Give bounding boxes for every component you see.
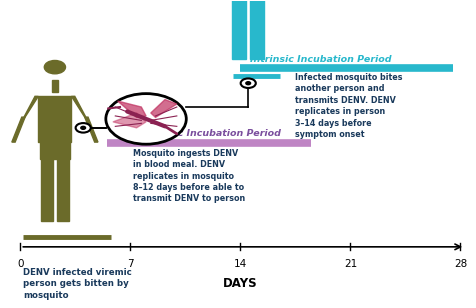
Circle shape	[44, 60, 66, 74]
Text: 7: 7	[127, 259, 134, 269]
Polygon shape	[232, 0, 247, 59]
Text: DENV infected viremic
person gets bitten by
mosquito: DENV infected viremic person gets bitten…	[23, 268, 132, 300]
Text: Intrinsic Incubation Period: Intrinsic Incubation Period	[250, 55, 391, 64]
Bar	[40, 142, 70, 159]
Circle shape	[241, 79, 256, 88]
Polygon shape	[85, 117, 98, 142]
Polygon shape	[22, 96, 39, 121]
Polygon shape	[12, 117, 25, 142]
Text: DAYS: DAYS	[223, 277, 258, 290]
Polygon shape	[151, 99, 177, 117]
Polygon shape	[57, 159, 69, 221]
Bar	[52, 80, 58, 92]
Circle shape	[106, 94, 186, 144]
Polygon shape	[71, 96, 88, 121]
Text: Extrinsic Incubation Period: Extrinsic Incubation Period	[137, 129, 281, 138]
Circle shape	[81, 126, 86, 129]
Polygon shape	[250, 0, 264, 59]
Text: 14: 14	[234, 259, 247, 269]
Text: 28: 28	[454, 259, 467, 269]
Polygon shape	[118, 101, 146, 117]
Polygon shape	[40, 159, 53, 221]
Text: 0: 0	[17, 259, 24, 269]
Circle shape	[76, 123, 91, 133]
Polygon shape	[113, 113, 146, 128]
Bar	[39, 96, 71, 142]
Circle shape	[246, 82, 250, 85]
Text: Mosquito ingests DENV
in blood meal. DENV
replicates in mosquito
8–12 days befor: Mosquito ingests DENV in blood meal. DEN…	[133, 149, 246, 204]
Text: 21: 21	[344, 259, 357, 269]
Text: Infected mosquito bites
another person and
transmits DENV. DENV
replicates in pe: Infected mosquito bites another person a…	[296, 73, 403, 139]
